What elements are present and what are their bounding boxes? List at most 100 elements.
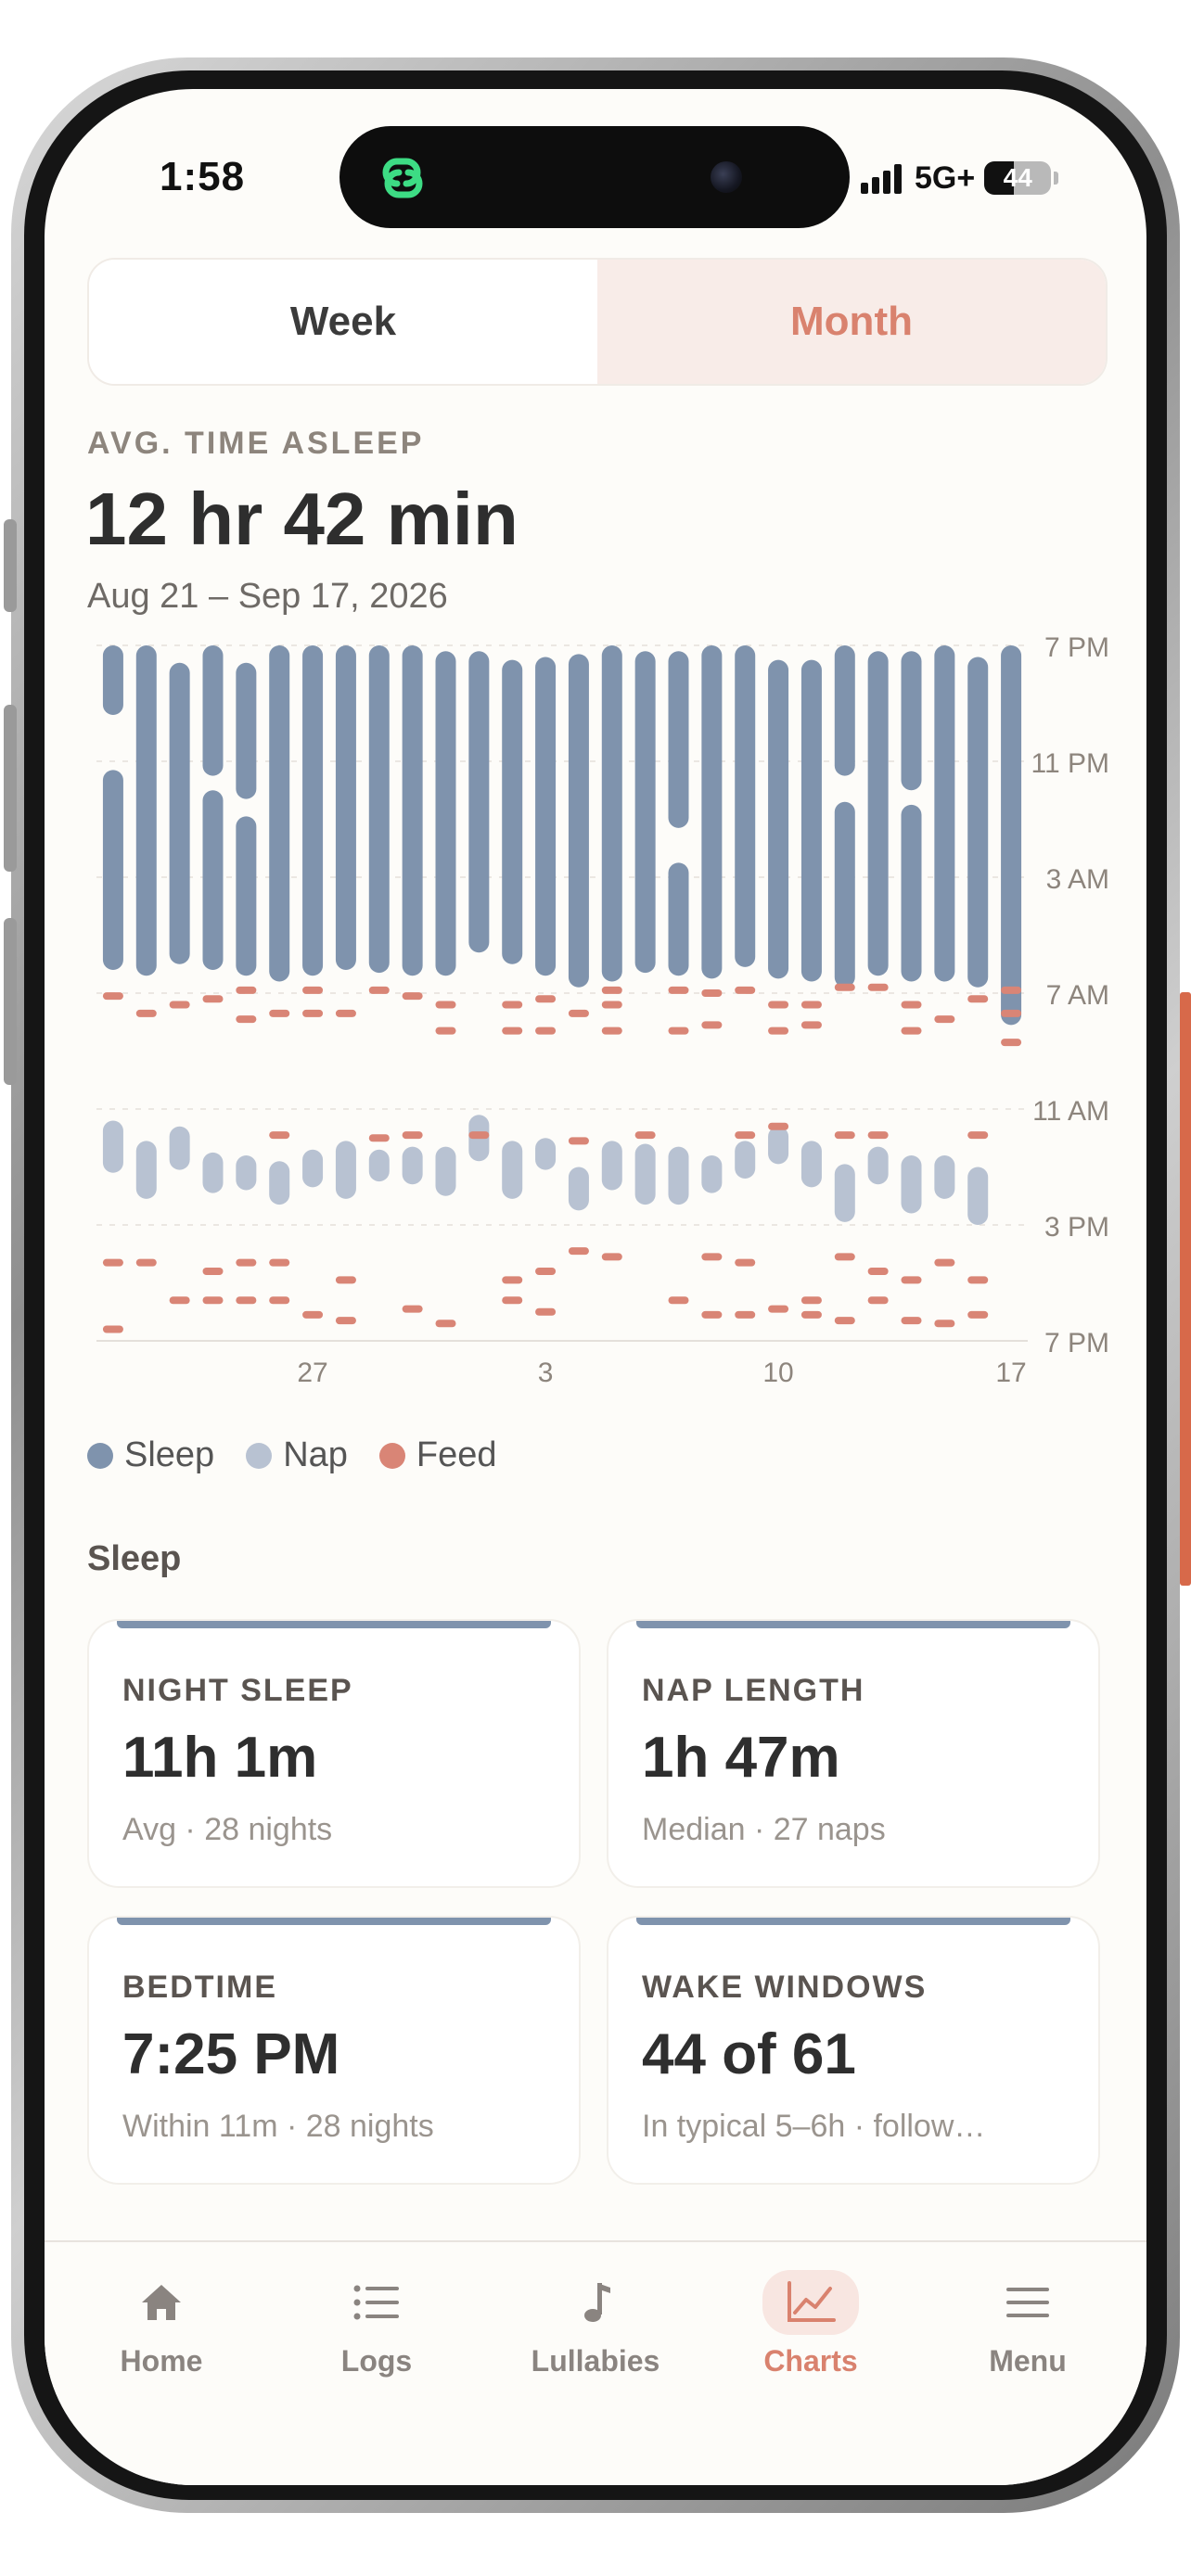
tab-lullabies[interactable]: Lullabies <box>503 2261 688 2409</box>
app-screen: 1:58 5G+ 44 Week <box>45 89 1146 2485</box>
sleep-bar <box>1001 645 1022 1026</box>
tab-label: Charts <box>763 2344 858 2378</box>
nap-bar <box>435 1146 456 1196</box>
sleep-bar <box>535 657 557 976</box>
feed-mark <box>901 1276 922 1284</box>
nap-bar <box>901 1155 922 1214</box>
feed-mark <box>468 1131 490 1140</box>
tab-month[interactable]: Month <box>597 260 1106 384</box>
feed-mark <box>601 986 622 994</box>
y-tick-label: 3 AM <box>1046 864 1109 895</box>
tab-charts[interactable]: Charts <box>718 2261 903 2409</box>
sleep-bar <box>967 657 989 988</box>
tab-menu[interactable]: Menu <box>935 2261 1121 2409</box>
feed-mark <box>202 1268 224 1275</box>
card-subtitle: Avg · 28 nights <box>122 1812 333 1847</box>
feed-mark <box>735 1258 756 1267</box>
feed-mark <box>1001 986 1022 994</box>
feed-mark <box>634 1131 656 1140</box>
feed-mark <box>502 1276 523 1284</box>
feed-mark <box>701 989 723 997</box>
feed-mark <box>302 1009 324 1017</box>
background-accent-strip <box>1180 992 1191 1586</box>
sleep-bar <box>135 645 157 976</box>
card-wake-windows[interactable]: WAKE WINDOWS 44 of 61 In typical 5–6h · … <box>607 1916 1100 2185</box>
dynamic-island <box>339 126 850 228</box>
sleep-bar <box>236 816 257 976</box>
sleep-bar <box>202 645 224 776</box>
battery-icon: 44 <box>984 161 1052 195</box>
sleep-bar <box>402 645 423 976</box>
legend-label-nap: Nap <box>283 1435 348 1474</box>
feed-mark <box>568 1009 589 1017</box>
tab-label: Menu <box>989 2344 1067 2378</box>
feed-mark <box>302 986 324 994</box>
feed-mark <box>169 1296 190 1305</box>
volume-up-button <box>4 705 17 872</box>
feed-mark <box>335 1317 356 1325</box>
feed-mark <box>269 1258 290 1267</box>
feed-mark <box>901 1027 922 1035</box>
sleep-bar <box>368 645 390 974</box>
feed-mark <box>435 1027 456 1035</box>
feed-mark <box>236 1258 257 1267</box>
feed-mark <box>1001 1009 1022 1017</box>
tab-week[interactable]: Week <box>89 260 597 384</box>
sleep-bar <box>202 790 224 970</box>
sleep-bar <box>768 659 789 979</box>
nap-bar <box>701 1155 723 1193</box>
y-tick-label: 11 PM <box>1031 748 1109 779</box>
sleep-bar <box>102 645 123 715</box>
section-title-sleep: Sleep <box>87 1539 182 1578</box>
card-value: 1h 47m <box>642 1726 840 1790</box>
battery-tip <box>1054 172 1059 185</box>
x-tick-label: 17 <box>995 1358 1026 1388</box>
feed-mark <box>934 1258 955 1267</box>
date-range: Aug 21 – Sep 17, 2026 <box>87 577 448 616</box>
card-bedtime[interactable]: BEDTIME 7:25 PM Within 11m · 28 nights <box>87 1916 581 2185</box>
nap-bar <box>800 1141 822 1188</box>
feed-mark <box>535 1268 557 1275</box>
sleep-bar <box>834 801 855 988</box>
feed-mark <box>735 1131 756 1140</box>
nap-bar <box>735 1141 756 1179</box>
feed-mark <box>402 992 423 1001</box>
card-subtitle: Within 11m · 28 nights <box>122 2109 434 2144</box>
card-night-sleep[interactable]: NIGHT SLEEP 11h 1m Avg · 28 nights <box>87 1619 581 1888</box>
feed-mark <box>800 1001 822 1009</box>
feed-mark <box>867 983 889 991</box>
feed-mark <box>967 995 989 1003</box>
card-value: 44 of 61 <box>642 2022 856 2086</box>
sleep-bar <box>668 651 689 828</box>
feed-mark <box>768 1122 789 1130</box>
x-tick-label: 10 <box>762 1358 793 1388</box>
sleep-bar <box>568 654 589 988</box>
legend-item-sleep: Sleep <box>87 1435 214 1475</box>
sleep-bar <box>102 770 123 970</box>
feed-mark <box>834 1131 855 1140</box>
avg-time-asleep-label: AVG. TIME ASLEEP <box>87 426 425 461</box>
action-button <box>4 519 17 612</box>
feed-mark <box>236 1015 257 1024</box>
card-nap-length[interactable]: NAP LENGTH 1h 47m Median · 27 naps <box>607 1619 1100 1888</box>
nap-bar <box>535 1138 557 1170</box>
feed-mark <box>735 1310 756 1319</box>
sleep-bar <box>502 659 523 964</box>
card-subtitle: Median · 27 naps <box>642 1812 886 1847</box>
feed-mark <box>601 1027 622 1035</box>
feed-mark <box>236 1296 257 1305</box>
feed-mark <box>601 1253 622 1261</box>
tab-logs[interactable]: Logs <box>284 2261 469 2409</box>
tab-label: Lullabies <box>531 2344 660 2378</box>
feed-mark <box>768 1001 789 1009</box>
nap-bar <box>634 1143 656 1205</box>
sleep-bar <box>901 804 922 982</box>
sleep-bar <box>236 662 257 799</box>
feed-mark <box>834 1317 855 1325</box>
sleep-bar <box>834 645 855 776</box>
feed-mark <box>701 1021 723 1029</box>
feed-mark <box>368 986 390 994</box>
front-camera <box>711 161 742 193</box>
tab-home[interactable]: Home <box>69 2261 254 2409</box>
